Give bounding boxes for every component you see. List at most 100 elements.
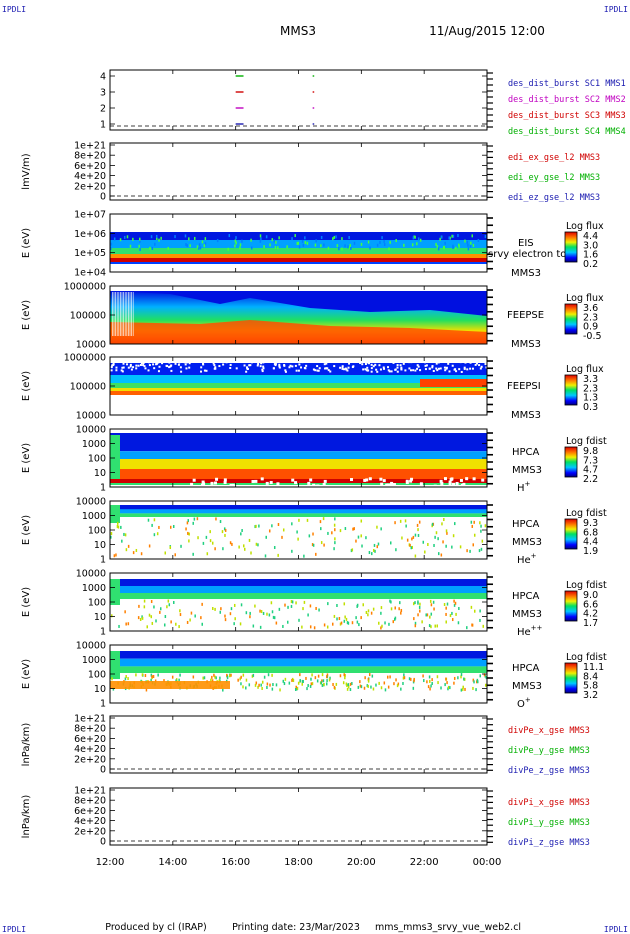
species-label: He+ (517, 552, 537, 566)
side-label: HPCA (512, 663, 540, 674)
ytick-label: 2e+20 (74, 181, 106, 192)
ytick-label: 1e+21 (74, 141, 106, 152)
ytick-label: 1e+06 (74, 229, 106, 240)
ytick-label: 8e+20 (74, 724, 106, 735)
ytick-label: 4e+20 (74, 744, 106, 755)
ytick-label: 1000 (82, 583, 106, 594)
ytick-label: 2e+20 (74, 754, 106, 765)
colorbar-tick: 9.8 (583, 446, 598, 457)
ytick-label: 10000 (76, 641, 106, 652)
ytick-label: 2e+20 (74, 826, 106, 837)
colorbar-title: Log fdist (566, 508, 607, 519)
species-label: He++ (517, 624, 543, 638)
colorbar-tick: 3.6 (583, 303, 598, 314)
colorbar-gradient (564, 374, 578, 406)
ytick-label: 1 (100, 120, 106, 131)
ytick-label: 100 (88, 454, 106, 465)
xtick-label: 22:00 (410, 857, 439, 868)
side-label: MMS3 (512, 537, 542, 548)
xtick-label: 20:00 (347, 857, 376, 868)
corner-label-top-left: IPDLI (2, 5, 26, 14)
legend-entry: divPe_x_gse MMS3 (508, 726, 590, 736)
colorbar-tick: 0.3 (583, 402, 598, 413)
time-axis: 12:00 14:00 16:00 18:00 20:00 22:00 00:00 (96, 857, 502, 868)
ytick-label: 1e+05 (74, 248, 106, 259)
xtick-label: 18:00 (284, 857, 313, 868)
legend-entry: edi_ez_gse_l2 MMS3 (508, 193, 600, 203)
colorbar-tick: 0.9 (583, 322, 598, 333)
legend-entry: edi_ey_gse_l2 MMS3 (508, 173, 600, 183)
colorbar-tick: 6.6 (583, 599, 598, 610)
ytick-label: 1e+04 (74, 268, 106, 279)
ytick-label: 1000 (82, 439, 106, 450)
ytick-label: 10000 (76, 425, 106, 436)
ytick-label: 8e+20 (74, 796, 106, 807)
spectrogram-hpca_o (110, 651, 488, 692)
colorbar-tick: 7.3 (583, 455, 598, 466)
ytick-label: 1000 (82, 511, 106, 522)
panel-hpca_hepp: 10000 1000 100 10 1 E (eV) HPCA MMS3 He++ Log fdi… (21, 569, 607, 639)
colorbar-gradient (564, 662, 578, 694)
frame-burst (109, 69, 488, 131)
ytick-label: 6e+20 (74, 734, 106, 745)
ytick-label: 10000 (76, 340, 106, 351)
colorbar-tick: 4.4 (583, 537, 598, 548)
colorbar-tick: 9.0 (583, 590, 598, 601)
colorbar-title: Log flux (566, 221, 604, 232)
ytick-label: 100 (88, 670, 106, 681)
spectrogram-hpca_he (110, 505, 487, 558)
ytick-label: 10 (94, 684, 106, 695)
side-label: HPCA (512, 447, 540, 458)
legend-entry: divPe_z_gse MMS3 (508, 766, 590, 776)
colorbar-tick: 1.7 (583, 618, 598, 629)
ytick-label: 1e+21 (74, 786, 106, 797)
ytick-label: 10000 (76, 569, 106, 580)
colorbar-tick: 3.2 (583, 690, 598, 701)
corner-label-bottom-right: IPDLI (604, 925, 628, 934)
side-label: MMS3 (512, 681, 542, 692)
ytick-label: 4e+20 (74, 816, 106, 827)
ytick-label: 1 (100, 699, 106, 710)
legend-entry: des_dist_burst SC2 MMS2 (508, 95, 626, 105)
colorbar-tick: -0.5 (583, 331, 602, 342)
colorbar-tick: 11.1 (583, 662, 604, 673)
ytick-label: 1e+21 (74, 714, 106, 725)
legend-burst: des_dist_burst SC1 MMS1 des_dist_burst SC… (508, 79, 626, 137)
ytick-label: 100 (88, 598, 106, 609)
ytick-label: 10000 (76, 411, 106, 422)
legend-divpe: divPe_x_gse MMS3 divPe_y_gse MMS3 divPe_z_… (508, 726, 590, 776)
footer-produced-by: Produced by cl (IRAP) (105, 922, 206, 933)
ytick-label: 1000000 (64, 282, 106, 293)
legend-entry: divPi_y_gse MMS3 (508, 818, 590, 828)
ylabel-hpca_he: E (eV) (21, 515, 32, 545)
side-label: MMS3 (511, 268, 541, 279)
footer-printing-date: Printing date: 23/Mar/2023 (232, 922, 360, 933)
spectrogram-feepse (110, 291, 487, 344)
xtick-label: 00:00 (473, 857, 502, 868)
side-label: FEEPSE (507, 310, 544, 321)
ytick-label: 4e+20 (74, 171, 106, 182)
species-label: O+ (517, 696, 531, 710)
side-label: FEEPSI (507, 381, 541, 392)
ytick-label: 1 (100, 627, 106, 638)
colorbar-tick: 4.4 (583, 231, 598, 242)
colorbar-gradient (564, 590, 578, 622)
corner-label-bottom-left: IPDLI (2, 925, 26, 934)
side-label: MMS3 (512, 465, 542, 476)
ytick-label: 10 (94, 612, 106, 623)
spectrogram-eis (110, 232, 487, 264)
frame-divpi (109, 787, 488, 846)
colorbar-title: Log flux (566, 364, 604, 375)
legend-entry: des_dist_burst SC4 MMS4 (508, 127, 626, 137)
ylabel-feepsi: E (eV) (21, 371, 32, 401)
colorbar-tick: 3.3 (583, 374, 598, 385)
ytick-label: 1000 (82, 655, 106, 666)
xtick-label: 12:00 (96, 857, 125, 868)
species-label: H+ (517, 480, 531, 494)
